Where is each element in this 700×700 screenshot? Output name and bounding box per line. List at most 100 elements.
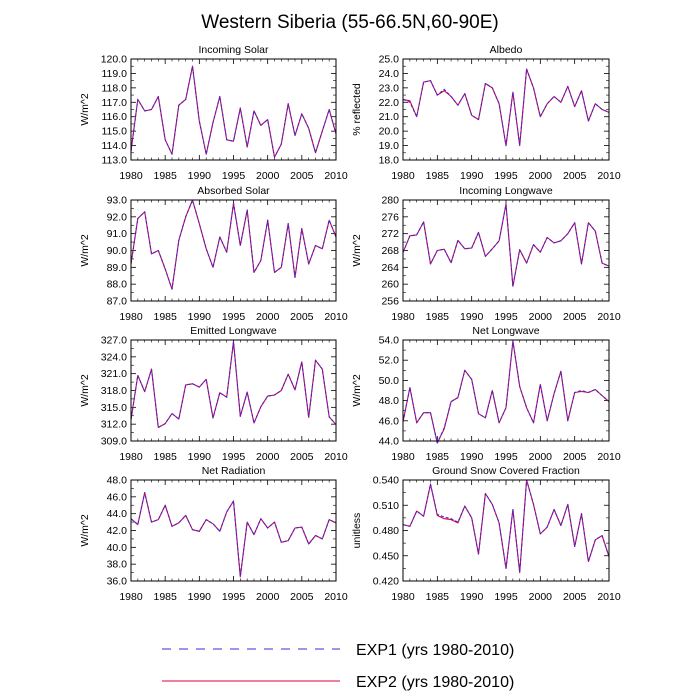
x-tick-label: 2010 [597, 170, 621, 182]
y-axis-label: W/m^2 [351, 234, 363, 267]
series-line-exp2 [402, 203, 610, 287]
panel-net-radiation: Net Radiation W/m^2 36.0 38.0 40.0 42.0 44.0 46… [79, 465, 348, 603]
y-tick-label: 18.0 [379, 155, 400, 167]
panel-absorbed-solar: Absorbed Solar W/m^2 87.0 88.0 89.0 90.0 91.0 9… [79, 185, 348, 323]
x-tick-label: 2000 [529, 170, 553, 182]
y-axis-label: W/m^2 [79, 93, 91, 126]
y-tick-label: 42.0 [107, 525, 128, 537]
x-tick-label: 1980 [391, 170, 415, 182]
x-tick-label: 2005 [563, 451, 587, 463]
x-tick-label: 1985 [426, 170, 450, 182]
y-tick-label: 116.0 [102, 111, 128, 123]
x-tick-label: 2010 [324, 451, 348, 463]
y-tick-label: 315.0 [101, 402, 127, 414]
series-line-exp1 [402, 203, 610, 287]
x-tick-label: 1980 [119, 170, 143, 182]
x-tick-label: 2010 [597, 311, 621, 323]
y-tick-label: 48.0 [107, 475, 128, 487]
y-tick-label: 50.0 [379, 375, 400, 387]
x-tick-label: 1990 [460, 170, 484, 182]
x-tick-label: 1995 [494, 591, 518, 603]
x-tick-label: 1990 [460, 311, 484, 323]
x-tick-label: 2005 [290, 311, 314, 323]
y-tick-label: 44.0 [107, 508, 128, 520]
x-tick-label: 2005 [563, 170, 587, 182]
y-axis-label: W/m^2 [79, 374, 91, 407]
x-tick-label: 2010 [324, 311, 348, 323]
panel-title: Ground Snow Covered Fraction [432, 465, 580, 477]
series-line-exp2 [130, 341, 337, 429]
y-tick-label: 324.0 [101, 351, 127, 363]
y-axis-label: W/m^2 [79, 514, 91, 547]
x-tick-label: 1990 [460, 451, 484, 463]
y-tick-label: 0.450 [373, 550, 399, 562]
y-tick-label: 119.0 [102, 68, 128, 80]
x-tick-label: 1985 [426, 311, 450, 323]
x-tick-label: 1985 [153, 451, 177, 463]
y-tick-label: 309.0 [101, 436, 127, 448]
y-tick-label: 46.0 [107, 491, 128, 503]
y-tick-label: 0.510 [373, 500, 399, 512]
y-tick-label: 93.0 [107, 195, 128, 207]
panel-title: Absorbed Solar [197, 185, 270, 197]
figure-title: Western Siberia (55-66.5N,60-90E) [201, 12, 498, 33]
panel-net-longwave: Net Longwave W/m^2 44.0 46.0 48.0 50.0 52.0 54.… [351, 325, 621, 463]
y-tick-label: 91.0 [107, 228, 128, 240]
x-tick-label: 2005 [563, 311, 587, 323]
x-tick-label: 2000 [256, 311, 280, 323]
series-line-exp1 [130, 492, 337, 578]
legend-label-exp2: EXP2 (yrs 1980-2010) [356, 674, 514, 691]
legend: EXP1 (yrs 1980-2010) EXP2 (yrs 1980-2010… [162, 642, 514, 691]
x-tick-label: 2010 [324, 170, 348, 182]
y-tick-label: 312.0 [101, 419, 127, 431]
y-axis-label: unitless [351, 513, 363, 549]
series-line-exp2 [402, 479, 610, 574]
y-axis-label: W/m^2 [79, 234, 91, 267]
y-tick-label: 87.0 [107, 296, 128, 308]
plot-frame [130, 199, 337, 302]
panel-emitted-longwave: Emitted Longwave W/m^2 309.0 312.0 315.0 318.… [79, 325, 348, 463]
y-tick-label: 114.0 [102, 140, 128, 152]
x-tick-label: 2005 [563, 591, 587, 603]
y-tick-label: 90.0 [107, 245, 128, 257]
y-tick-label: 19.0 [379, 140, 400, 152]
x-tick-label: 1980 [391, 451, 415, 463]
panel-incoming-longwave: Incoming Longwave W/m^2 256 260 264 268 272 276… [351, 185, 621, 323]
panel-albedo: Albedo % reflected 18.0 19.0 20.0 21.0 22.0 23.… [351, 44, 621, 182]
y-tick-label: 0.540 [373, 475, 399, 487]
y-tick-label: 117.0 [102, 97, 128, 109]
x-tick-label: 1995 [494, 170, 518, 182]
y-tick-label: 276 [381, 211, 399, 223]
y-tick-label: 46.0 [379, 415, 400, 427]
x-tick-label: 2000 [256, 591, 280, 603]
series-line-exp1 [402, 479, 610, 574]
x-tick-label: 1990 [188, 591, 212, 603]
x-tick-label: 1995 [222, 591, 246, 603]
y-tick-label: 44.0 [379, 436, 400, 448]
y-tick-label: 23.0 [379, 82, 400, 94]
panel-ground-snow-covered-fraction: Ground Snow Covered Fraction unitless 0.42… [351, 465, 621, 603]
y-tick-label: 272 [381, 228, 399, 240]
plot-frame [402, 339, 610, 442]
series-line-exp1 [130, 341, 337, 429]
x-tick-label: 2010 [597, 591, 621, 603]
x-tick-label: 2000 [529, 451, 553, 463]
panels: Incoming Solar W/m^2 113.0 114.0 115.0 116.0 1… [79, 44, 621, 603]
y-tick-label: 89.0 [107, 262, 128, 274]
x-tick-label: 1980 [119, 451, 143, 463]
x-tick-label: 2000 [529, 591, 553, 603]
y-tick-label: 268 [381, 245, 399, 257]
panel-title: Incoming Solar [198, 44, 269, 56]
y-tick-label: 327.0 [101, 335, 127, 347]
x-tick-label: 1980 [119, 591, 143, 603]
y-tick-label: 22.0 [379, 97, 400, 109]
y-tick-label: 318.0 [101, 385, 127, 397]
y-tick-label: 25.0 [379, 54, 400, 66]
y-tick-label: 113.0 [102, 155, 128, 167]
y-tick-label: 48.0 [379, 395, 400, 407]
y-tick-label: 88.0 [107, 279, 128, 291]
y-tick-label: 0.420 [373, 576, 399, 588]
y-tick-label: 36.0 [107, 576, 128, 588]
legend-label-exp1: EXP1 (yrs 1980-2010) [356, 642, 514, 659]
series-line-exp1 [402, 340, 610, 444]
